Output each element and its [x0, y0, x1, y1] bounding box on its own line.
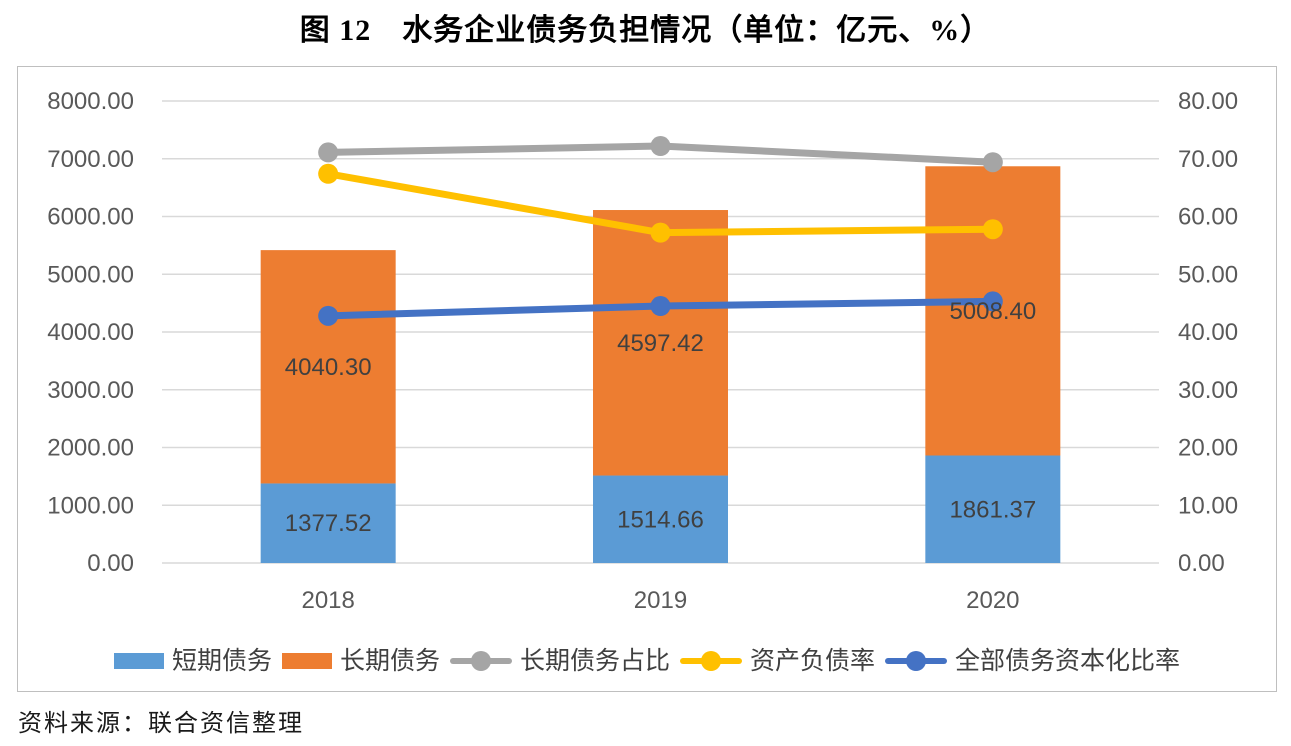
legend-item: 全部债务资本化比率: [885, 646, 1181, 675]
left-axis-tick-label: 4000.00: [47, 319, 134, 346]
right-axis-tick-label: 10.00: [1178, 492, 1238, 519]
legend-bar-swatch: [113, 653, 164, 669]
legend-label: 长期债务占比: [519, 646, 670, 675]
bar-series: [260, 166, 1061, 563]
line-marker: [982, 291, 1003, 312]
left-axis-tick-label: 1000.00: [47, 492, 134, 519]
x-axis-category-label: 2019: [634, 587, 687, 614]
bar-segment-long-term: [260, 250, 396, 484]
legend-label: 资产负债率: [750, 646, 876, 675]
chart-legend: 短期债务 长期债务 长期债务占比 资产负债率 全部债务资本化比率: [18, 643, 1276, 679]
bar-data-label: 4597.42: [617, 330, 704, 357]
line-series-1: [318, 163, 1003, 243]
line-marker: [318, 163, 339, 184]
left-axis-tick-label: 2000.00: [47, 435, 134, 462]
right-axis-tick-label: 70.00: [1178, 146, 1238, 173]
right-axis-tick-label: 60.00: [1178, 204, 1238, 231]
bar-data-label: 5008.40: [949, 298, 1036, 325]
line-marker: [982, 219, 1003, 240]
right-axis-tick-label: 30.00: [1178, 377, 1238, 404]
x-axis-category-label: 2018: [301, 587, 354, 614]
line-marker: [982, 152, 1003, 173]
legend-label: 长期债务: [339, 646, 440, 675]
right-axis-tick-label: 80.00: [1178, 88, 1238, 115]
source-note: 资料来源：联合资信整理: [18, 711, 304, 737]
left-axis-tick-label: 0.00: [87, 550, 134, 577]
right-axis-tick-label: 0.00: [1178, 550, 1225, 577]
left-axis-tick-label: 3000.00: [47, 377, 134, 404]
line-marker: [318, 305, 339, 326]
line-series-0: [318, 136, 1003, 173]
axis-tick-labels: 0.00 0.00 1000.00 10.00 2000.00 20.00 3000.00 3…: [47, 88, 1238, 577]
legend-item: 长期债务: [281, 646, 440, 675]
legend-label: 全部债务资本化比率: [955, 646, 1181, 675]
bar-data-label: 4040.30: [285, 354, 372, 381]
bar-segment-short-term: [925, 455, 1061, 563]
legend-line-marker-icon: [701, 651, 721, 671]
bar-data-label: 1514.66: [617, 506, 704, 533]
legend-bar-swatch: [281, 653, 332, 669]
left-axis-tick-label: 6000.00: [47, 204, 134, 231]
page-title: 图 12 水务企业债务负担情况（单位：亿元、%）: [299, 14, 992, 47]
legend-line-swatch: [680, 650, 742, 672]
legend-item: 长期债务占比: [449, 646, 670, 675]
line-marker: [318, 142, 339, 163]
bar-segment-long-term: [593, 210, 728, 476]
right-axis-tick-label: 50.00: [1178, 261, 1238, 288]
bar-data-labels: 1377.52 4040.30 1514.66 4597.42 1861.37 5008.…: [285, 298, 1036, 537]
legend-line-swatch: [449, 650, 512, 672]
right-axis-tick-label: 40.00: [1178, 319, 1238, 346]
bar-data-label: 1377.52: [285, 510, 372, 537]
line-series-2: [318, 291, 1003, 326]
left-axis-tick-label: 5000.00: [47, 261, 134, 288]
line-marker: [650, 296, 671, 317]
legend-line-marker-icon: [906, 651, 927, 671]
legend-label: 短期债务: [171, 646, 272, 675]
left-axis-tick-label: 8000.00: [47, 88, 134, 115]
legend-item: 短期债务: [113, 646, 272, 675]
right-axis-tick-label: 20.00: [1178, 435, 1238, 462]
chart-plot-area: 0.00 0.00 1000.00 10.00 2000.00 20.00 3000.00 3…: [47, 88, 1238, 614]
line-marker: [650, 222, 671, 243]
x-axis-category-label: 2020: [966, 587, 1019, 614]
chart-frame: 0.00 0.00 1000.00 10.00 2000.00 20.00 3000.00 3…: [17, 66, 1277, 692]
bar-segment-short-term: [260, 483, 396, 563]
line-marker: [650, 136, 671, 157]
legend-line-marker-icon: [470, 651, 491, 671]
left-axis-tick-label: 7000.00: [47, 146, 134, 173]
bar-segment-short-term: [593, 475, 728, 563]
legend-item: 资产负债率: [680, 646, 876, 675]
legend-line-swatch: [885, 650, 948, 672]
x-axis-labels: 2018 2019 2020: [301, 587, 1019, 614]
bar-data-label: 1861.37: [949, 496, 1036, 523]
